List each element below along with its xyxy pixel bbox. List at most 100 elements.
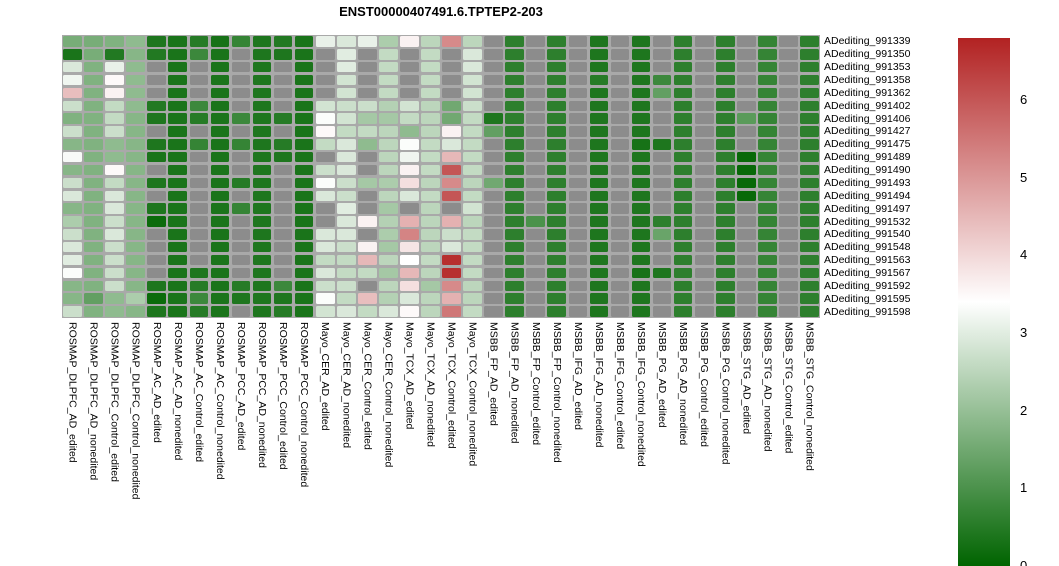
column-label: MSBB_PG_AD_nonedited [677, 322, 690, 446]
heatmap-cell [800, 36, 819, 47]
heatmap-cell [315, 267, 335, 279]
heatmap-cell [463, 100, 482, 111]
heatmap-cell [231, 61, 251, 73]
heatmap-cell [273, 100, 293, 111]
heatmap-cell [105, 177, 124, 189]
row-label: ADediting_991358 [824, 74, 911, 87]
heatmap-cell [758, 293, 777, 304]
column-label: ROSMAP_PCC_AD_nonedited [256, 322, 269, 468]
heatmap-cell [694, 190, 714, 201]
heatmap-cell [231, 306, 251, 317]
heatmap-cell [168, 293, 188, 304]
heatmap-cell [126, 164, 146, 176]
row-label: ADediting_991494 [824, 189, 911, 202]
heatmap-cell [568, 254, 588, 266]
heatmap-cell [736, 229, 756, 240]
column-label: MSBB_FP_Control_nonedited [550, 322, 563, 463]
heatmap-cell [126, 61, 146, 73]
heatmap-cell [105, 216, 124, 227]
heatmap-cell [505, 242, 525, 253]
heatmap-cell [673, 280, 693, 292]
heatmap-cell [421, 293, 440, 304]
heatmap-cell [526, 74, 546, 86]
heatmap-cell [589, 293, 609, 304]
row-label: ADediting_991353 [824, 61, 911, 74]
heatmap-cell [400, 151, 419, 163]
colorbar-gradient [958, 38, 1010, 566]
heatmap-cell [273, 74, 293, 86]
heatmap-cell [694, 100, 714, 111]
heatmap-cell [736, 36, 756, 47]
heatmap-cell [505, 87, 525, 99]
heatmap-cell [147, 49, 167, 60]
heatmap-cell [421, 36, 440, 47]
heatmap-cell [84, 126, 103, 137]
heatmap-cell [715, 100, 735, 111]
heatmap-cell [126, 139, 146, 150]
heatmap-cell [315, 74, 335, 86]
heatmap-cell [421, 49, 440, 60]
heatmap-cell [547, 139, 567, 150]
heatmap-cell [63, 100, 82, 111]
heatmap-cell [63, 177, 82, 189]
heatmap-cell [379, 100, 398, 111]
heatmap-cell [526, 87, 546, 99]
heatmap-cell [379, 306, 398, 317]
heatmap-cell [168, 151, 188, 163]
heatmap-cell [421, 61, 440, 73]
heatmap-cell [357, 61, 377, 73]
heatmap-cell [652, 151, 672, 163]
heatmap-cell [779, 61, 798, 73]
heatmap-cell [484, 151, 503, 163]
heatmap-cell [758, 190, 777, 201]
heatmap-cell [400, 126, 419, 137]
heatmap-cell [779, 267, 798, 279]
heatmap-cell [84, 139, 103, 150]
heatmap-cell [484, 139, 503, 150]
heatmap-cell [105, 61, 124, 73]
heatmap-cell [294, 49, 314, 60]
heatmap-cell [126, 151, 146, 163]
heatmap-cell [231, 203, 251, 214]
heatmap-cell [189, 267, 209, 279]
heatmap-cell [357, 203, 377, 214]
heatmap-cell [294, 113, 314, 124]
heatmap-cell [736, 151, 756, 163]
heatmap-cell [315, 242, 335, 253]
heatmap-cell [189, 254, 209, 266]
heatmap-cell [210, 177, 230, 189]
heatmap-cell [484, 36, 503, 47]
heatmap-cell [526, 254, 546, 266]
heatmap-cell [252, 190, 272, 201]
heatmap-cell [779, 126, 798, 137]
heatmap-cell [315, 61, 335, 73]
heatmap-cell [736, 126, 756, 137]
heatmap-cell [715, 242, 735, 253]
heatmap-cell [673, 254, 693, 266]
heatmap-cell [463, 87, 482, 99]
heatmap-cell [673, 216, 693, 227]
heatmap-cell [357, 267, 377, 279]
heatmap-cell [568, 49, 588, 60]
heatmap-cell [273, 293, 293, 304]
heatmap-cell [168, 49, 188, 60]
heatmap-cell [315, 229, 335, 240]
heatmap-cell [126, 216, 146, 227]
heatmap-cell [568, 100, 588, 111]
heatmap-cell [442, 164, 461, 176]
heatmap-cell [252, 87, 272, 99]
heatmap-cell [758, 280, 777, 292]
heatmap-cell [631, 267, 651, 279]
heatmap-cell [126, 267, 146, 279]
heatmap-cell [652, 177, 672, 189]
heatmap-cell [715, 229, 735, 240]
heatmap-cell [779, 177, 798, 189]
heatmap-cell [800, 267, 819, 279]
heatmap-cell [63, 190, 82, 201]
heatmap-cell [463, 242, 482, 253]
heatmap-cell [294, 87, 314, 99]
heatmap-cell [779, 87, 798, 99]
row-label: ADediting_991595 [824, 292, 911, 305]
heatmap-cell [736, 74, 756, 86]
heatmap-cell [147, 151, 167, 163]
